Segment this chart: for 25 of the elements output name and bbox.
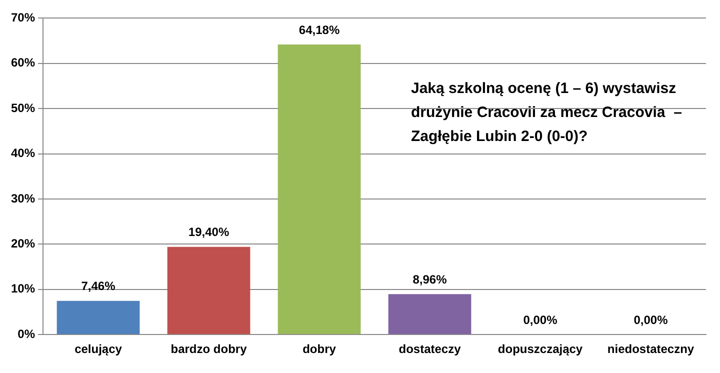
bar [278, 44, 361, 334]
data-label: 64,18% [298, 22, 340, 37]
x-tick-label: celujący [74, 342, 122, 356]
x-tick-label: dostateczy [398, 342, 462, 356]
x-tick-label: dopuszczający [498, 342, 583, 356]
annotation: Jaką szkolną ocenę (1 – 6) wystawisz drużynie Cracovii za mecz Cracovia – Zagłębie Lubin 2-0 (0-0)? [410, 80, 686, 146]
x-tick-label: bardzo dobry [170, 342, 248, 356]
data-label: 0,00% [523, 312, 558, 327]
bar [388, 294, 472, 334]
bar [167, 246, 250, 334]
data-label: 7,46% [81, 279, 116, 294]
data-label: 19,40% [188, 225, 230, 240]
y-tick-label: 60% [10, 56, 36, 70]
data-label: 8,96% [412, 272, 448, 286]
y-tick-label: 0% [18, 326, 36, 341]
y-tick-label: 20% [10, 236, 36, 251]
y-tick-label: 70% [10, 10, 36, 25]
x-tick-label: dobry [302, 342, 336, 356]
y-tick-label: 10% [10, 282, 36, 296]
y-tick-label: 50% [10, 100, 36, 115]
bar [56, 300, 140, 334]
data-label: 0,00% [634, 312, 668, 327]
y-tick-label: 40% [10, 146, 36, 160]
y-tick-label: 30% [10, 191, 36, 206]
x-tick-label: niedostateczny [607, 342, 694, 356]
